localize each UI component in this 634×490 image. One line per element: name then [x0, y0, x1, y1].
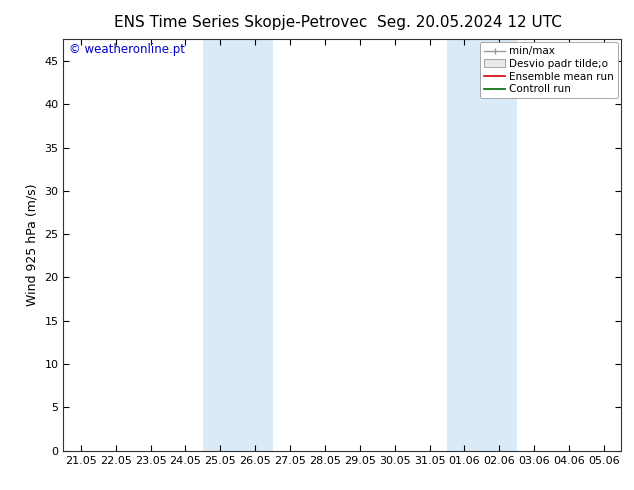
Text: Seg. 20.05.2024 12 UTC: Seg. 20.05.2024 12 UTC — [377, 15, 562, 30]
Text: ENS Time Series Skopje-Petrovec: ENS Time Series Skopje-Petrovec — [114, 15, 368, 30]
Bar — [203, 39, 273, 451]
Y-axis label: Wind 925 hPa (m/s): Wind 925 hPa (m/s) — [26, 184, 39, 306]
Text: © weatheronline.pt: © weatheronline.pt — [69, 43, 185, 56]
Bar — [447, 39, 517, 451]
Legend: min/max, Desvio padr tilde;o, Ensemble mean run, Controll run: min/max, Desvio padr tilde;o, Ensemble m… — [480, 42, 618, 98]
